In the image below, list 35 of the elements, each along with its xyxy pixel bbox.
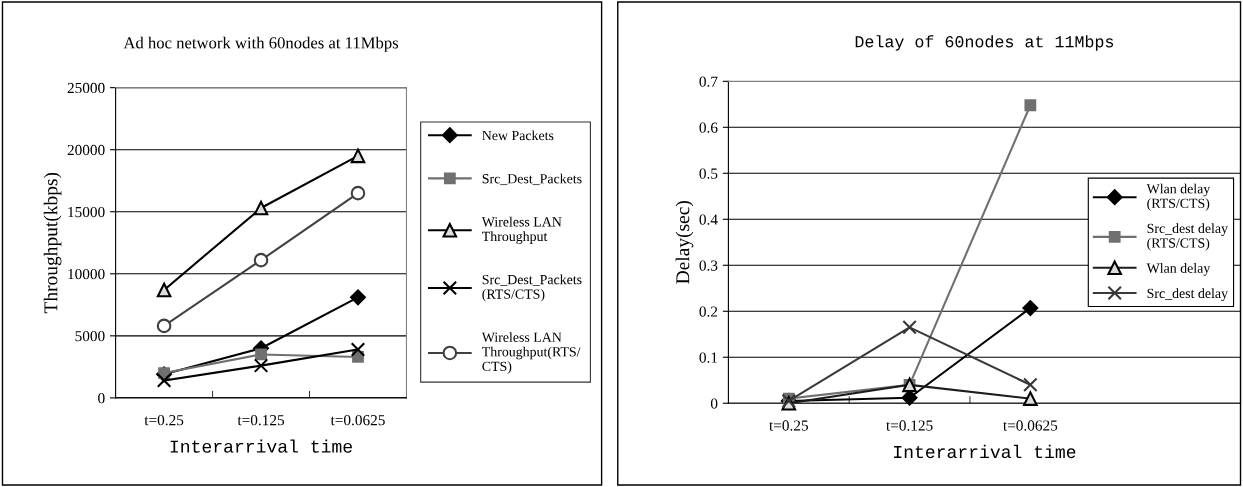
chart-title: Ad hoc network with 60nodes at 11Mbps — [123, 36, 399, 52]
y-axis-title: Delay(sec) — [675, 201, 694, 284]
y-tick-label: 0.6 — [699, 122, 718, 133]
y-tick-label: 0.5 — [699, 168, 718, 179]
x-tick-label: t=0.0625 — [330, 414, 385, 426]
x-tick-label: t=0.25 — [769, 420, 808, 431]
y-tick-label: 0 — [710, 398, 718, 409]
legend-label: Src_dest delay — [1147, 288, 1228, 301]
legend-label: Src_Dest_Packets — [482, 173, 582, 186]
legend-label: Wireless LAN Throughput(RTS/ CTS) — [481, 332, 581, 374]
y-tick-label: 5000 — [75, 330, 105, 342]
y-tick-label: 20000 — [67, 144, 105, 156]
legend-label: Src_Dest_Packets (RTS/CTS) — [482, 274, 582, 302]
x-tick-label: t=0.125 — [886, 420, 933, 431]
y-tick-label: 10000 — [68, 268, 105, 280]
y-tick-label: 0.2 — [699, 306, 718, 317]
legend-label: Wlan delay — [1146, 263, 1211, 276]
chart-title: Delay of 60nodes at 11Mbps — [855, 35, 1114, 51]
legend-label: New Packets — [482, 130, 554, 141]
x-axis-title: Interarrival time — [894, 444, 1076, 459]
x-tick-label: t=0.125 — [237, 414, 285, 426]
y-tick-label: 25000 — [67, 82, 105, 94]
legend-label: Wlan delay (RTS/CTS) — [1146, 183, 1211, 211]
legend-label: Src_dest delay (RTS/CTS) — [1147, 223, 1228, 251]
x-axis-title: Interarrival time — [170, 439, 352, 453]
x-tick-label: t=0.25 — [144, 414, 184, 426]
y-tick-label: 0.3 — [699, 260, 718, 271]
y-tick-label: 0.7 — [699, 76, 718, 87]
y-tick-label: 0 — [98, 393, 105, 404]
x-tick-label: t=0.0625 — [1003, 420, 1058, 431]
y-axis-title: Throughput(kbps) — [43, 172, 62, 314]
y-tick-label: 0.1 — [699, 352, 718, 363]
y-tick-label: 0.4 — [699, 214, 718, 225]
legend-label: Wireless LAN Throughput — [481, 216, 562, 244]
y-tick-label: 15000 — [68, 206, 105, 218]
